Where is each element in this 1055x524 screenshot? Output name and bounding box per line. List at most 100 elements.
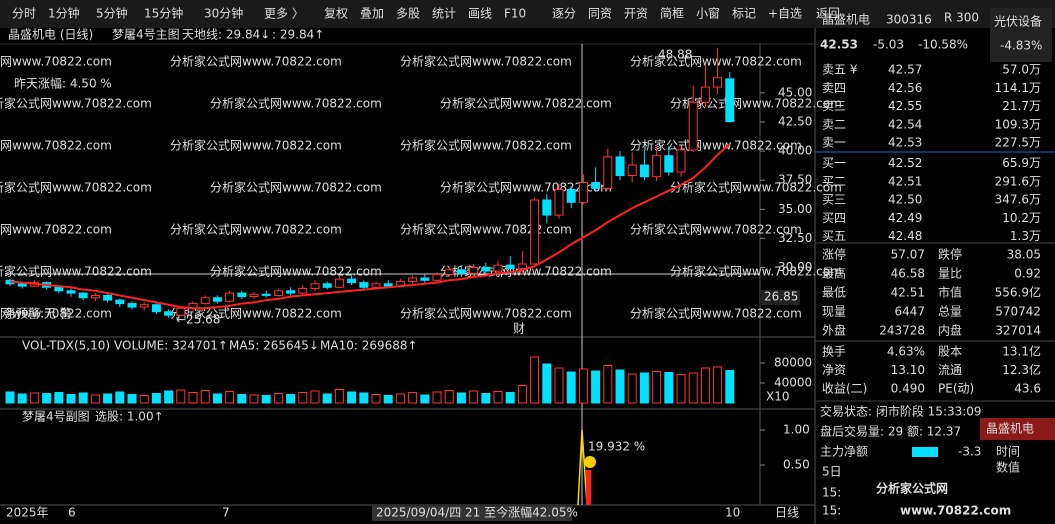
volume-bar bbox=[652, 371, 662, 404]
book-label: 卖一 bbox=[822, 136, 846, 150]
volume-bar bbox=[54, 392, 64, 404]
volume-bar bbox=[542, 363, 552, 404]
toolbar-button[interactable]: 统计 bbox=[432, 7, 456, 21]
status: -3.3 bbox=[958, 445, 981, 459]
y-tick-label: 35.00 bbox=[778, 202, 812, 216]
stat-value: 0.490 bbox=[891, 382, 925, 396]
toolbar-button[interactable]: 返回 bbox=[816, 7, 840, 21]
stat-value: 570742 bbox=[995, 305, 1041, 319]
annotation: 26.85 bbox=[764, 290, 798, 304]
candle-body bbox=[530, 199, 540, 265]
watermark: 分析家公式网www.70822.com bbox=[670, 180, 842, 195]
candle-body bbox=[54, 286, 64, 292]
y-tick-label: 37.50 bbox=[778, 173, 812, 187]
volume-bar bbox=[554, 367, 564, 404]
watermark: 分析家公式网www.70822.com bbox=[0, 180, 152, 195]
book-price: 42.50 bbox=[888, 193, 922, 207]
toolbar-button[interactable]: 小窗 bbox=[696, 7, 720, 21]
stat-label: 最低 bbox=[822, 286, 846, 300]
x-label: 2025年 bbox=[6, 506, 49, 520]
candle-body bbox=[420, 277, 430, 281]
annotation: 48.88 bbox=[658, 48, 692, 62]
toolbar-button[interactable]: 同资 bbox=[588, 7, 612, 21]
volume-bar bbox=[249, 394, 259, 404]
toolbar-button[interactable]: 画线 bbox=[468, 7, 492, 21]
volume-bar bbox=[176, 389, 186, 404]
stock-code: 300316 bbox=[886, 13, 932, 27]
toolbar-button[interactable]: 5分钟 bbox=[96, 6, 128, 21]
volume-bar bbox=[505, 392, 515, 404]
book-volume: 114.1万 bbox=[995, 81, 1041, 95]
toolbar-button[interactable]: 1分钟 bbox=[48, 6, 80, 21]
panel-value: MA5: 265645↓ bbox=[229, 339, 319, 353]
toolbar-button[interactable]: 更多 〉 bbox=[264, 7, 304, 21]
x-label: 7 bbox=[222, 506, 230, 520]
stat-label: 流通 bbox=[938, 363, 962, 377]
cursor-date-box bbox=[372, 506, 572, 521]
x-label: 日线 bbox=[775, 506, 799, 520]
watermark: 分析家公式网www.70822.com bbox=[670, 264, 842, 279]
y-tick-label: 0.50 bbox=[783, 458, 810, 472]
toolbar-button[interactable]: 复权 bbox=[324, 7, 348, 21]
candle-body bbox=[639, 164, 649, 178]
status: 数值 bbox=[996, 460, 1020, 475]
book-price: 42.55 bbox=[888, 99, 922, 113]
candle-body bbox=[103, 294, 113, 301]
y-tick-label: 45.00 bbox=[778, 85, 812, 99]
candle-body bbox=[603, 156, 613, 189]
volume-bar bbox=[310, 390, 320, 404]
status: 时间 bbox=[996, 445, 1020, 459]
volume-bar bbox=[383, 395, 393, 404]
watermark: 分析家公式网www.70822.com bbox=[170, 138, 342, 153]
toolbar-button[interactable]: 多股 bbox=[396, 7, 420, 21]
signal-line bbox=[577, 429, 583, 506]
volume-bar bbox=[200, 390, 210, 404]
toolbar-button[interactable]: 简框 bbox=[660, 7, 684, 21]
volume-bar bbox=[469, 390, 479, 404]
toolbar-button[interactable]: 15分钟 bbox=[144, 6, 183, 21]
watermark: 分析家公式网www.70822.com bbox=[400, 222, 572, 237]
y-tick-label: 32.50 bbox=[778, 231, 812, 245]
stat-label: 股本 bbox=[938, 345, 962, 359]
book-price: 42.53 bbox=[888, 136, 922, 150]
toolbar-button[interactable]: F10 bbox=[504, 7, 526, 21]
watermark: 分析家公式网www.70822.com bbox=[670, 96, 842, 111]
annotation: ←25.68 bbox=[176, 313, 220, 327]
y-tick-label: 40.00 bbox=[778, 144, 812, 158]
toolbar-button[interactable]: 30分钟 bbox=[204, 6, 243, 21]
toolbar-button[interactable]: 逐分 bbox=[552, 7, 576, 21]
volume-bar bbox=[347, 391, 357, 404]
toolbar-button[interactable]: 分时 bbox=[12, 7, 36, 21]
toolbar-button[interactable]: 叠加 bbox=[360, 7, 384, 21]
stat-label: 收益(二) bbox=[822, 382, 867, 396]
toolbar-button[interactable]: 开资 bbox=[624, 7, 648, 21]
candle-body bbox=[261, 293, 271, 296]
toolbar-button[interactable]: +自选 bbox=[768, 7, 802, 21]
volume-bar bbox=[66, 394, 76, 404]
volume-bar bbox=[627, 373, 637, 404]
annotation: 昨天涨幅: 4.50 % bbox=[14, 76, 112, 91]
current-box bbox=[760, 290, 800, 305]
volume-bar bbox=[225, 391, 235, 404]
book-price: 42.54 bbox=[888, 117, 922, 131]
watermark: 分析家公式网www.70822.com bbox=[0, 138, 112, 153]
volume-bar bbox=[713, 366, 723, 404]
volume-bar bbox=[322, 393, 332, 404]
watermark: 分析家公式网www.70822.com bbox=[630, 138, 802, 153]
volume-bar bbox=[688, 372, 698, 404]
book-volume: 21.7万 bbox=[1002, 99, 1041, 113]
toolbar-button[interactable]: 标记 bbox=[732, 7, 756, 21]
sector: 光伏设备 bbox=[994, 15, 1042, 29]
line-value: : 29.84↑ bbox=[272, 28, 324, 42]
book-volume: 109.3万 bbox=[995, 117, 1041, 131]
candle-body bbox=[115, 299, 125, 305]
book-volume: 10.2万 bbox=[1002, 211, 1041, 225]
candle-body bbox=[286, 290, 296, 294]
pct: -10.58% bbox=[918, 38, 968, 52]
volume-bar bbox=[700, 367, 710, 404]
watermark: 分析家公式网www.70822.com bbox=[630, 306, 802, 321]
price: 42.53 bbox=[820, 38, 858, 52]
stock-name: 晶盛机电 bbox=[822, 12, 870, 27]
toolbar-bg bbox=[0, 0, 1055, 28]
watermark: 分析家公式网www.70822.com bbox=[0, 96, 152, 111]
